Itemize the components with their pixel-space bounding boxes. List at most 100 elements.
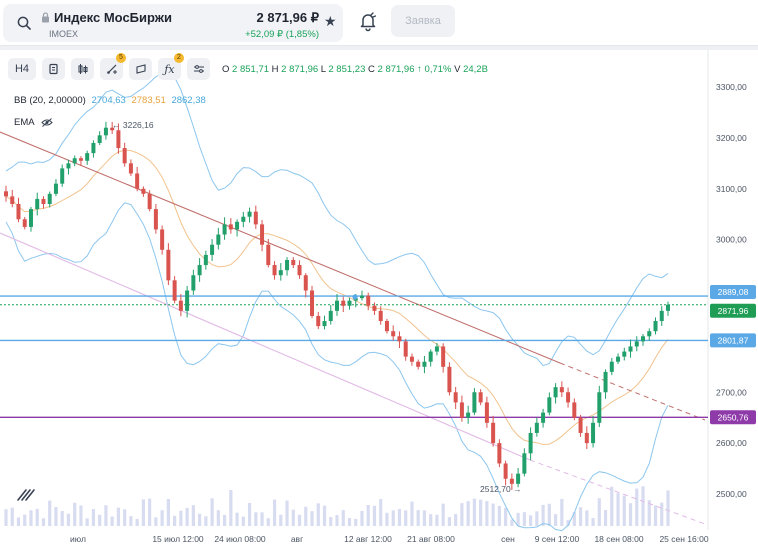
volume-bar [297,514,302,526]
volume-bar [66,513,71,526]
volume-bar [404,510,408,526]
volume-bar [110,516,114,526]
price-change: +52,09 ₽ (1,85%) [245,29,319,40]
volume-bar [160,510,164,526]
candle-body [403,341,408,357]
candle-body [166,249,171,281]
candle-body [491,422,496,444]
volume-bar [129,516,133,526]
bollinger-legend[interactable]: BB (20, 2,00000) 2704,63 2783,51 2862,38 [14,95,206,106]
candle-body [428,351,433,362]
candle-body [16,204,21,220]
ema-legend[interactable]: EMA [14,117,53,128]
price-level-tag-label: 2650,76 [718,412,749,422]
star-icon[interactable]: ★ [324,13,337,29]
candle-body [178,300,183,311]
x-tick-label: 15 июл 12:00 [152,534,204,544]
candle-body [35,198,40,210]
volume-bar [410,501,414,526]
bb-upper-line [5,71,669,367]
candle-body [216,234,221,245]
candle-body [110,127,115,131]
volume-bar [79,505,83,526]
candle-body [328,310,333,322]
price-level-tag [710,285,756,300]
volume-bar [35,508,39,526]
x-tick-label: 18 сен 08:00 [594,534,643,544]
eye-hidden-icon[interactable] [40,118,53,127]
lock-icon [42,12,49,23]
trendline-anchor-dot [352,294,358,300]
timeframe-button[interactable]: H4 [8,58,36,80]
volume-bar [154,517,158,526]
volume-bar [560,498,564,526]
volume-bar [135,518,139,526]
candle-body [47,193,52,205]
chart-settings-button[interactable] [187,58,210,80]
volume-bar [354,518,358,526]
volume-bar [429,514,433,526]
chart-type-button[interactable] [71,58,94,80]
volume-bar [304,506,308,526]
volume-bar [522,512,526,526]
volume-bar [48,500,52,526]
drawing-tools-button[interactable]: 5 [100,53,126,80]
ohlc-change: ↑ 0,71% [417,64,452,75]
x-tick-label: 21 авг 08:00 [407,534,455,544]
chart-panel[interactable]: 3300,00 3200,00 3100,00 3000,00 2700,00 2600,… [0,50,758,551]
x-tick-label: 12 авг 12:00 [344,534,392,544]
volume-bar [547,503,551,526]
volume-bar [535,511,539,526]
header-bar: Индекс МосБиржи IMOEX 2 871,96 ₽ +52,09 … [0,0,758,46]
instrument-search-button[interactable]: Индекс МосБиржи IMOEX 2 871,96 ₽ +52,09 … [3,4,343,42]
candle-body [366,295,371,306]
candle-body [472,392,477,413]
candle-body [441,346,446,367]
bb-upper-value: 2704,63 [91,95,126,106]
y-tick-label: 3300,00 [716,82,747,92]
candle-body [409,356,414,362]
volume-bar [222,514,227,526]
candle-body [303,275,308,291]
candle-body [609,361,614,372]
y-tick-label: 2500,00 [716,489,747,499]
y-tick-label: 2700,00 [716,387,747,397]
candle-body [597,392,602,423]
ema-label: EMA [14,117,35,128]
candle-body [628,346,633,352]
volume-bar [610,486,614,526]
candle-body [41,198,46,205]
volume-bar [329,517,333,526]
ruler-button[interactable] [129,58,152,80]
candle-body [447,366,452,393]
price-level-tag [710,333,756,348]
resistance-trendline-projection [559,362,706,421]
volume-bar [179,510,183,526]
volume-bar [272,499,277,526]
notes-button[interactable] [42,58,65,80]
x-tick-label: сен [501,534,515,544]
bb-params: (20, 2,00000) [29,95,86,106]
candle-body [247,211,252,217]
candle-body [466,412,471,418]
broker-logo-icon [17,489,35,501]
volume-bar [235,512,239,526]
order-button[interactable]: Заявка [391,5,455,37]
price-chart[interactable]: 3300,00 3200,00 3100,00 3000,00 2700,00 2600,… [0,50,758,551]
volume-bar [585,510,589,526]
volume-bar [141,499,145,526]
indicators-button[interactable]: ƒx 2 [158,53,184,80]
candle-body [135,173,140,189]
volume-bar [635,488,639,526]
bell-icon[interactable] [356,9,380,33]
candles-icon [78,64,87,74]
y-tick-label: 3100,00 [716,184,747,194]
support-trendline [0,232,531,461]
volume-bar [516,512,520,526]
volume-bar [466,501,470,526]
x-tick-label: 24 июл 08:00 [214,534,266,544]
price-level-tag-label: 2801,87 [718,335,749,345]
volume-bar [123,509,127,526]
ohlc-volume: 24,2B [463,64,488,75]
candle-body [528,432,533,454]
